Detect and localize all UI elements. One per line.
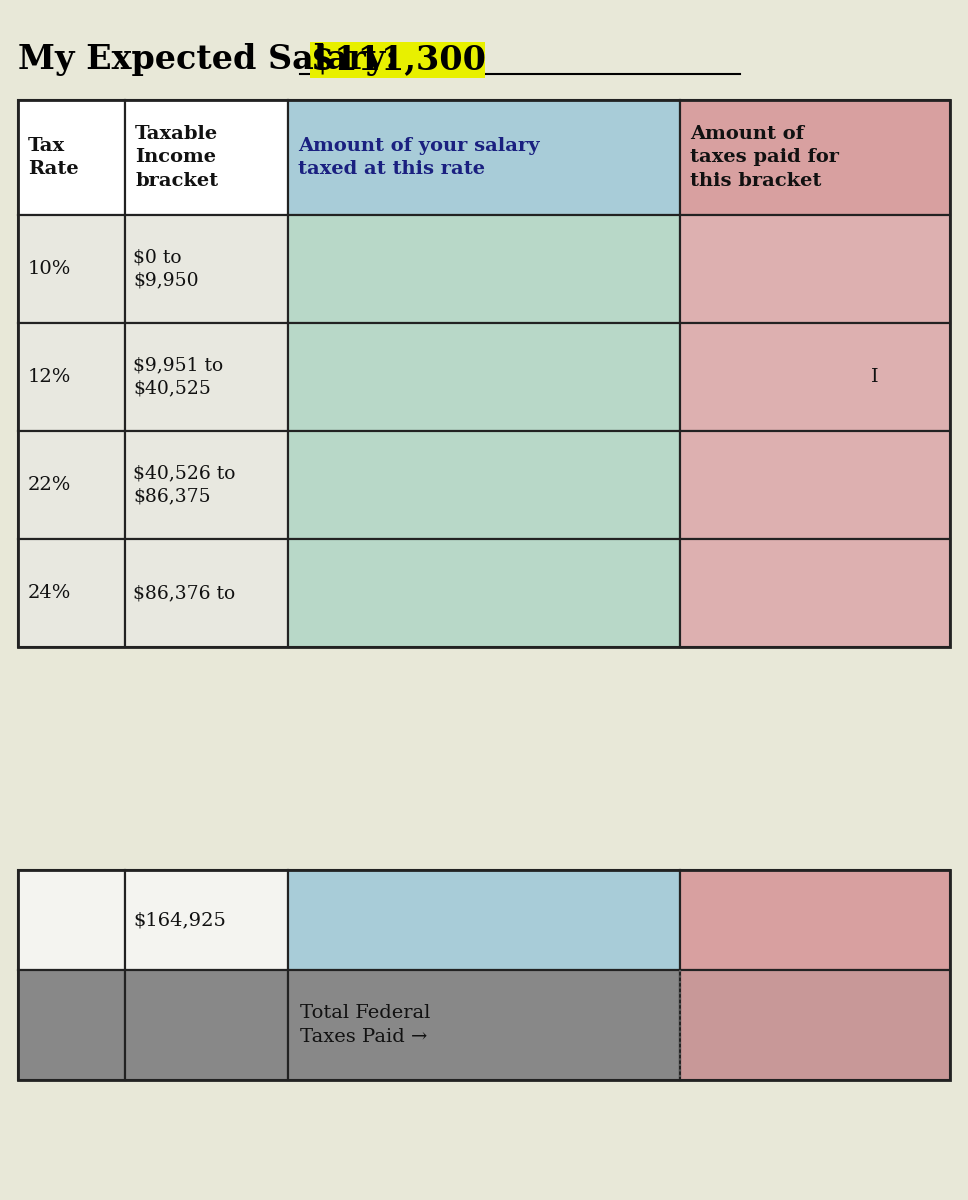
FancyBboxPatch shape: [310, 42, 485, 78]
Text: $0 to
$9,950: $0 to $9,950: [134, 248, 198, 289]
Text: I: I: [871, 368, 879, 386]
Bar: [18, 870, 950, 1080]
Text: Total Federal
Taxes Paid →: Total Federal Taxes Paid →: [300, 1004, 431, 1045]
Bar: [680, 431, 950, 539]
Text: $40,526 to
$86,375: $40,526 to $86,375: [134, 464, 235, 505]
Text: Taxable
Income
bracket: Taxable Income bracket: [136, 125, 219, 190]
Bar: [18, 970, 125, 1080]
Text: My Expected Salary:: My Expected Salary:: [18, 43, 398, 77]
Bar: [680, 970, 950, 1080]
Bar: [18, 215, 125, 323]
Text: Amount of your salary
taxed at this rate: Amount of your salary taxed at this rate: [298, 137, 540, 179]
Bar: [680, 870, 950, 970]
Bar: [125, 870, 288, 970]
Text: $86,376 to: $86,376 to: [134, 584, 235, 602]
Bar: [18, 870, 125, 970]
Bar: [125, 215, 288, 323]
Bar: [18, 100, 125, 215]
Bar: [680, 100, 950, 215]
Bar: [680, 539, 950, 647]
Text: Amount of
taxes paid for
this bracket: Amount of taxes paid for this bracket: [690, 125, 838, 190]
Bar: [288, 970, 680, 1080]
Text: 12%: 12%: [28, 368, 72, 386]
Bar: [288, 215, 680, 323]
Bar: [18, 539, 125, 647]
Text: 24%: 24%: [28, 584, 72, 602]
Bar: [125, 100, 288, 215]
Bar: [18, 431, 125, 539]
Bar: [125, 970, 288, 1080]
Bar: [288, 539, 680, 647]
Bar: [288, 100, 680, 215]
Bar: [125, 539, 288, 647]
Text: $164,925: $164,925: [134, 911, 227, 929]
Bar: [288, 870, 680, 970]
Bar: [680, 323, 950, 431]
Bar: [18, 323, 125, 431]
Bar: [288, 323, 680, 431]
Text: $111,300: $111,300: [311, 43, 486, 77]
Bar: [288, 431, 680, 539]
Text: 22%: 22%: [28, 476, 72, 494]
Text: 10%: 10%: [28, 260, 72, 278]
Text: Tax
Rate: Tax Rate: [28, 137, 78, 179]
Bar: [18, 100, 950, 647]
Text: $9,951 to
$40,525: $9,951 to $40,525: [134, 356, 224, 397]
Bar: [125, 323, 288, 431]
Bar: [125, 431, 288, 539]
Bar: [680, 215, 950, 323]
